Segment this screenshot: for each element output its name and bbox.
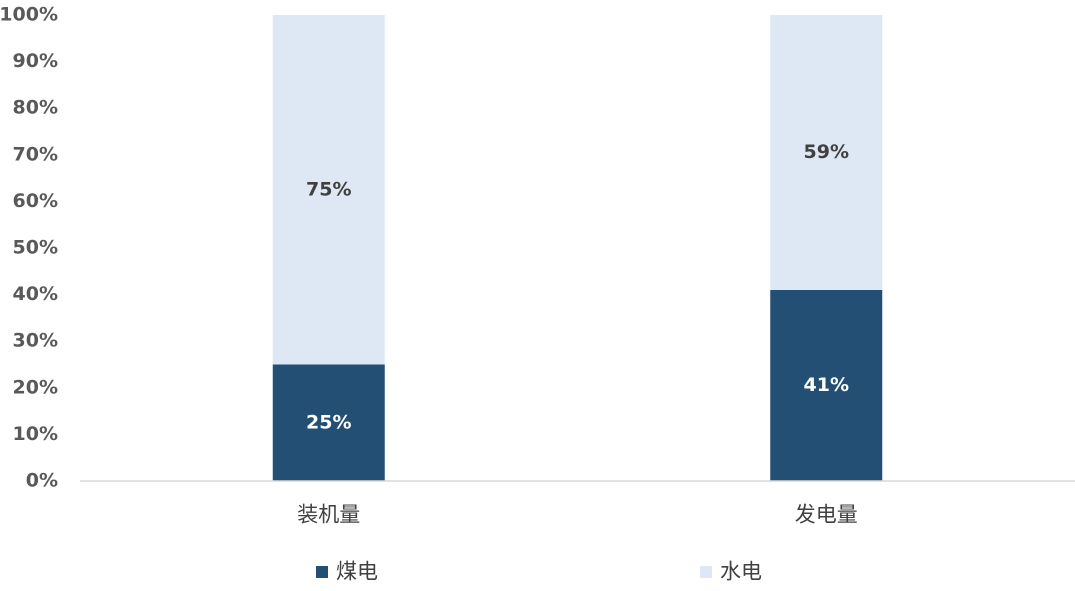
y-tick-label: 10% [13,423,58,445]
y-tick-label: 60% [13,190,58,212]
legend-label: 煤电 [336,560,378,584]
y-tick-label: 100% [0,4,58,26]
data-label: 41% [804,374,849,396]
x-tick-label: 装机量 [297,503,360,527]
y-tick-label: 50% [13,237,58,259]
y-tick-label: 70% [13,143,58,165]
bar [770,15,883,290]
y-tick-label: 30% [13,330,58,352]
data-label: 75% [306,178,351,200]
y-tick-label: 90% [13,50,58,72]
bar [770,289,883,481]
x-tick-label: 发电量 [795,503,858,527]
y-tick-label: 80% [13,97,58,119]
legend-swatch [316,566,328,578]
legend-swatch [700,566,712,578]
bar [272,364,385,481]
data-label: 25% [306,411,351,433]
legend-label: 水电 [720,560,762,584]
y-tick-label: 40% [13,283,58,305]
data-label: 59% [804,141,849,163]
bar [272,15,385,365]
y-tick-label: 0% [26,470,58,492]
y-tick-label: 20% [13,376,58,398]
